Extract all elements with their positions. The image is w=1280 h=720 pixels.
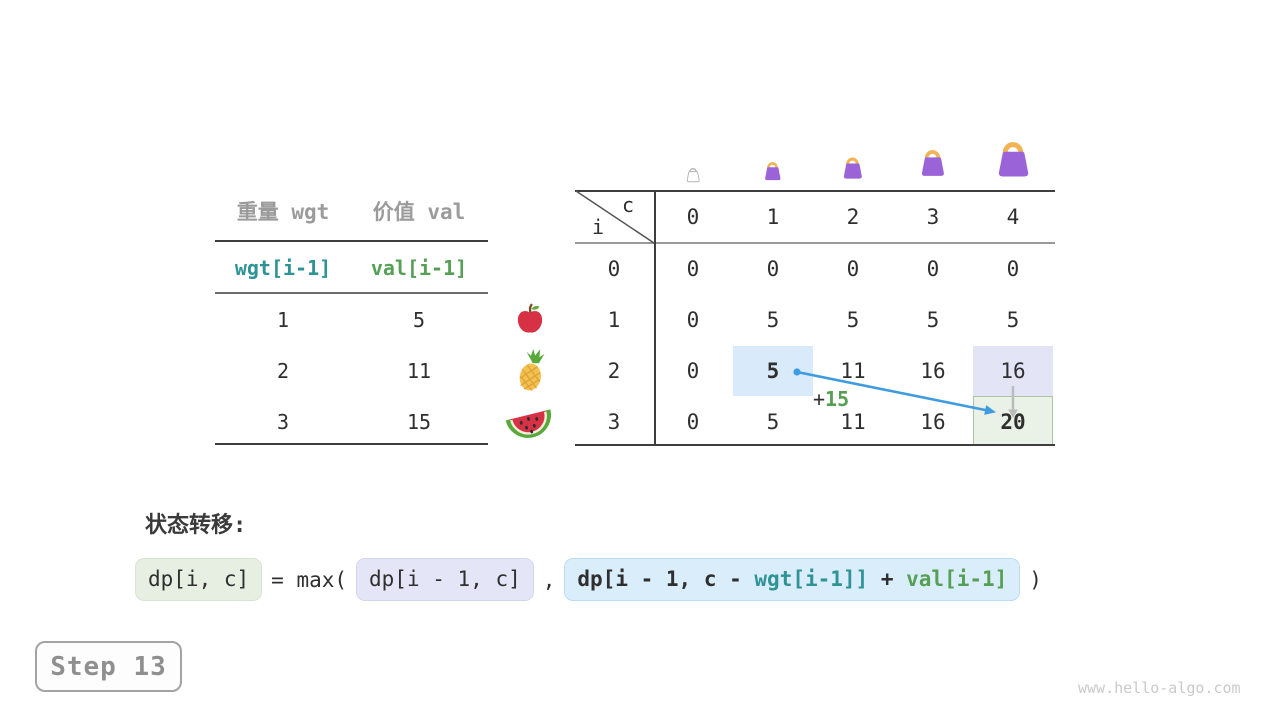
dp-cell: 0 [686,410,700,434]
state-transition-label: 状态转移: [145,513,247,538]
dp-cell: 0 [926,257,940,281]
item-value: 11 [406,359,432,383]
bag-icon-2 [839,155,866,182]
bag-icon-4 [991,138,1035,182]
val-index-label: val[i-1] [370,256,468,280]
dp-cell: 11 [840,410,866,434]
col-header: 0 [686,205,700,229]
item-table-rule-bottom [215,443,488,445]
dp-cell: 16 [920,410,946,434]
formula-arg-take-prefix: dp[i - 1, c - [577,567,755,591]
col-header: 1 [766,205,780,229]
dp-cell: 0 [766,257,780,281]
formula-plus: + [868,567,907,591]
col-header: 4 [1006,205,1020,229]
empty-bag-icon [684,166,702,184]
corner-row-var: i [591,215,605,239]
dp-cell: 16 [920,359,946,383]
bag-icon-1 [761,160,784,183]
item-value: 5 [412,308,426,332]
dp-cell: 0 [686,257,700,281]
apple-icon [513,302,547,336]
dp-table-rule-vertical [654,190,656,446]
dp-cell: 5 [846,308,860,332]
step-badge: Step 13 [35,641,182,692]
step-badge-label: Step 13 [50,651,167,682]
formula-wgt-term: wgt[i-1]] [754,567,869,591]
formula-val-term: val[i-1] [906,567,1008,591]
dp-table: c i 0 1 2 3 4 0 1 2 3 0 0 0 0 0 0 5 5 5 … [575,190,1055,446]
dp-table-rule-header [575,242,1055,244]
dp-cell-compare: 16 [1000,359,1026,383]
row-header: 2 [607,359,621,383]
add-value-annotation: +15 [813,387,849,411]
item-weight: 1 [276,308,290,332]
row-header: 3 [607,410,621,434]
dp-table-rule-top [575,190,1055,192]
item-value: 15 [406,410,432,434]
item-table-rule-mid [215,292,488,294]
col-header: 3 [926,205,940,229]
formula-close-paren: ) [1029,567,1042,592]
col-header: 2 [846,205,860,229]
dp-cell: 5 [766,308,780,332]
formula-lhs: dp[i, c] [135,558,263,602]
dp-cell-source: 5 [766,359,780,383]
value-column-header: 价值 val [372,200,466,224]
bag-icon-3 [916,147,949,180]
dp-cell: 5 [766,410,780,434]
watermelon-icon [505,403,551,443]
site-watermark: www.hello-algo.com [1078,679,1241,697]
added-value: 15 [825,387,850,411]
formula-arg-keep: dp[i - 1, c] [356,558,534,602]
dp-cell: 0 [686,359,700,383]
formula-equals-max: = max( [271,567,348,592]
dp-cell: 0 [686,308,700,332]
dp-cell: 5 [926,308,940,332]
weight-column-header: 重量 wgt [236,200,330,224]
wgt-index-label: wgt[i-1] [234,256,332,280]
dp-cell-result: 20 [1000,410,1026,434]
item-weight: 3 [276,410,290,434]
formula-comma: , [542,567,556,592]
item-weight: 2 [276,359,290,383]
pineapple-icon [509,347,553,395]
dp-cell: 0 [1006,257,1020,281]
item-table: 重量 wgt 价值 val wgt[i-1] val[i-1] 1 5 2 11… [215,190,488,446]
row-header: 0 [607,257,621,281]
dp-cell: 0 [846,257,860,281]
formula-arg-take: dp[i - 1, c - wgt[i-1]] + val[i-1] [564,558,1021,602]
row-header: 1 [607,308,621,332]
corner-col-var: c [621,193,635,217]
item-table-rule-top [215,240,488,242]
state-transition-formula: dp[i, c] = max( dp[i - 1, c] , dp[i - 1,… [135,558,1042,602]
dp-table-rule-bottom [575,444,1055,446]
dp-cell: 5 [1006,308,1020,332]
corner-diagonal-line [575,190,655,244]
plus-sign: + [813,387,826,411]
